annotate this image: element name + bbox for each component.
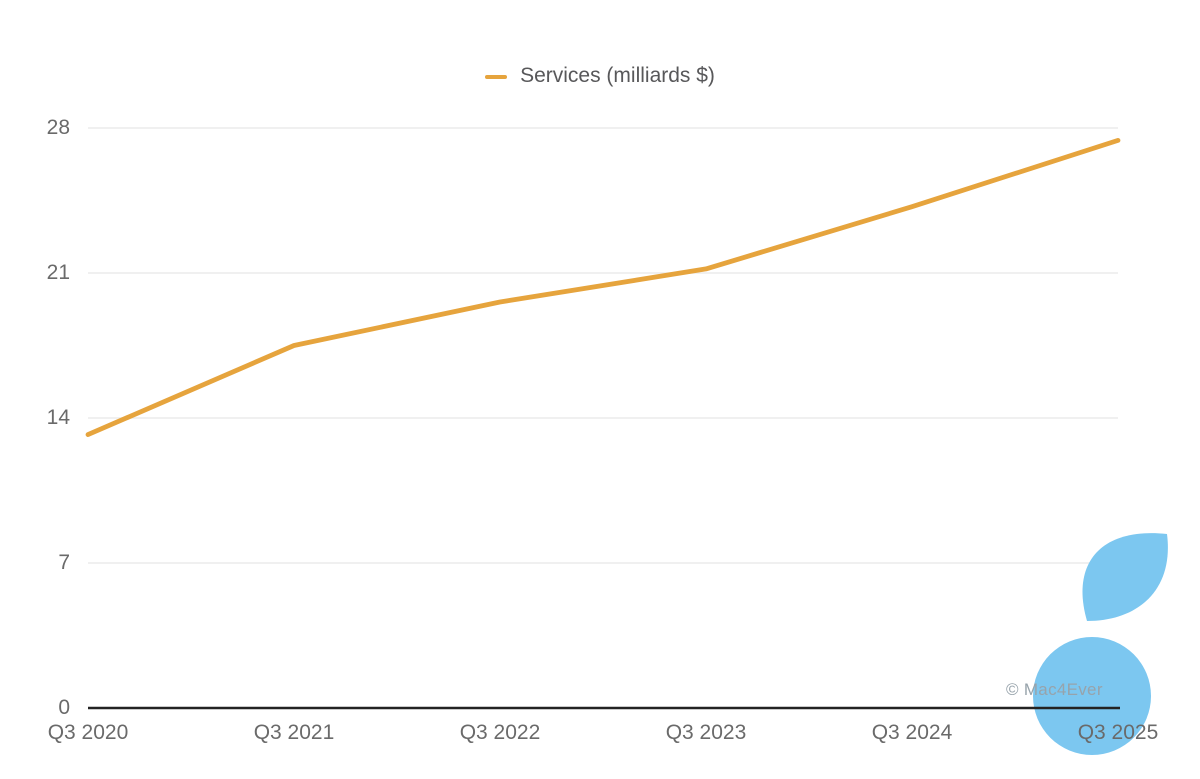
x-axis-tick-label: Q3 2021: [253, 721, 335, 744]
services-series-line: [85, 137, 1121, 438]
x-axis-tick-label: Q3 2024: [871, 721, 953, 744]
y-axis-tick-label: 21: [46, 261, 70, 284]
legend-label: Services (milliards $): [520, 64, 715, 87]
mac4ever-logo: [1033, 533, 1168, 755]
x-axis-tick-label: Q3 2025: [1077, 721, 1159, 744]
watermark-text: © Mac4Ever: [1006, 680, 1103, 699]
gridlines: [88, 127, 1118, 564]
y-axis-tick-label: 14: [46, 406, 70, 429]
x-axis-tick-label: Q3 2023: [665, 721, 747, 744]
y-axis-tick-label: 28: [46, 116, 70, 139]
logo-leaf-icon: [1082, 533, 1168, 621]
x-axis-tick-label: Q3 2022: [459, 721, 541, 744]
y-axis-tick-label: 7: [58, 551, 70, 574]
chart-legend: Services (milliards $): [0, 64, 1200, 88]
legend-line-swatch: [485, 74, 508, 80]
logo-circle-icon: [1033, 637, 1151, 755]
x-axis-tick-label: Q3 2020: [47, 721, 129, 744]
y-axis-tick-label: 0: [58, 696, 70, 719]
